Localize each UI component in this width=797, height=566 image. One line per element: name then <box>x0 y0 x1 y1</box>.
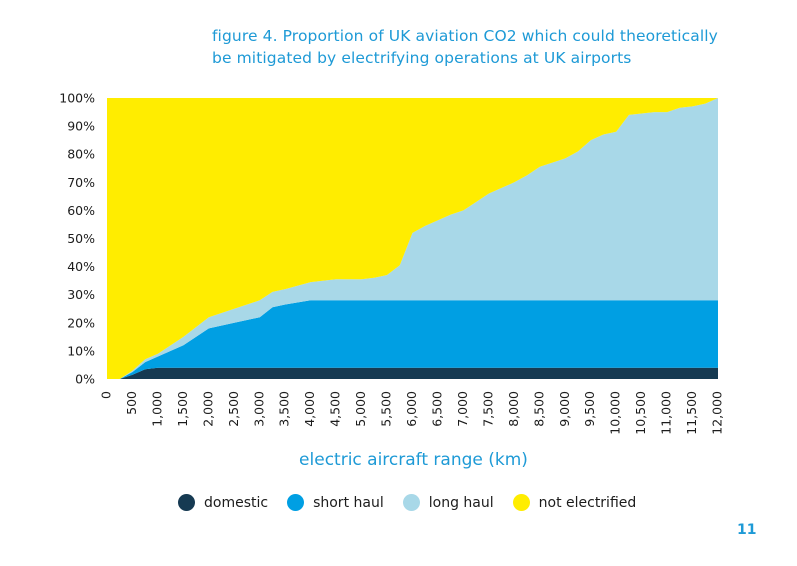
series-areas <box>107 98 718 379</box>
y-tick-label: 30% <box>67 287 95 302</box>
area-not-electrified <box>107 98 718 379</box>
x-tick-label: 8,500 <box>531 391 546 427</box>
x-tick-label: 1,000 <box>149 391 164 427</box>
x-axis-label: electric aircraft range (km) <box>299 450 528 470</box>
x-tick-label: 4,000 <box>302 391 317 427</box>
x-tick-label: 6,000 <box>404 391 419 427</box>
y-axis-ticks: 0% 10% 20% 30% 40% 50% 60% 70% 80% 90% 100% <box>59 91 95 387</box>
area-short-haul <box>107 300 718 379</box>
legend-label-long-haul: long haul <box>428 494 494 511</box>
x-tick-label: 3,000 <box>251 391 266 427</box>
y-tick-label: 40% <box>67 259 95 274</box>
x-tick-label: 12,000 <box>710 391 725 435</box>
y-tick-label: 50% <box>67 231 95 246</box>
x-tick-label: 11,500 <box>684 391 699 435</box>
area-domestic <box>107 367 718 379</box>
legend-swatch-domestic <box>178 494 195 511</box>
x-tick-label: 5,500 <box>379 391 394 427</box>
x-tick-label: 10,500 <box>633 391 648 435</box>
x-tick-label: 3,500 <box>277 391 292 427</box>
x-tick-label: 500 <box>124 391 139 415</box>
y-tick-label: 20% <box>67 315 95 330</box>
x-tick-label: 2,500 <box>226 391 241 427</box>
x-tick-label: 1,500 <box>175 391 190 427</box>
x-tick-label: 5,000 <box>353 391 368 427</box>
x-tick-label: 8,000 <box>506 391 521 427</box>
y-tick-label: 70% <box>67 175 95 190</box>
x-tick-label: 7,000 <box>455 391 470 427</box>
legend-item-not-electrified: not electrified <box>512 494 637 511</box>
x-tick-label: 2,000 <box>200 391 215 427</box>
legend-item-domestic: domestic <box>178 494 268 511</box>
legend-item-long-haul: long haul <box>402 494 494 511</box>
legend-item-short-haul: short haul <box>287 494 384 511</box>
legend-label-short-haul: short haul <box>313 494 384 511</box>
legend: domestic short haul long haul not electr… <box>178 494 655 511</box>
legend-swatch-short-haul <box>287 494 305 511</box>
x-tick-label: 6,500 <box>429 391 444 427</box>
x-tick-label: 0 <box>99 391 114 399</box>
chart-title-line-1: figure 4. Proportion of UK aviation CO2 … <box>212 27 718 45</box>
area-long-haul <box>107 98 718 379</box>
legend-label-domestic: domestic <box>204 494 269 511</box>
chart-title-line-2: be mitigated by electrifying operations … <box>212 49 632 67</box>
y-tick-label: 60% <box>67 203 95 218</box>
x-tick-label: 9,500 <box>582 391 597 427</box>
x-tick-label: 11,000 <box>659 391 674 435</box>
x-tick-label: 4,500 <box>328 391 343 427</box>
page-number: 11 <box>737 522 757 538</box>
x-tick-label: 9,000 <box>557 391 572 427</box>
y-tick-label: 0% <box>75 372 95 387</box>
y-tick-label: 90% <box>67 119 95 134</box>
x-tick-label: 10,000 <box>608 391 623 435</box>
legend-label-not-electrified: not electrified <box>538 494 637 511</box>
legend-swatch-not-electrified <box>512 494 530 511</box>
x-tick-label: 7,500 <box>480 391 495 427</box>
x-axis-ticks: 0 500 1,000 1,500 2,000 2,500 3,000 3,500 4,000 4… <box>99 391 725 435</box>
y-tick-label: 80% <box>67 147 95 162</box>
legend-swatch-long-haul <box>402 494 420 511</box>
y-tick-label: 100% <box>59 91 95 106</box>
y-tick-label: 10% <box>67 343 95 358</box>
